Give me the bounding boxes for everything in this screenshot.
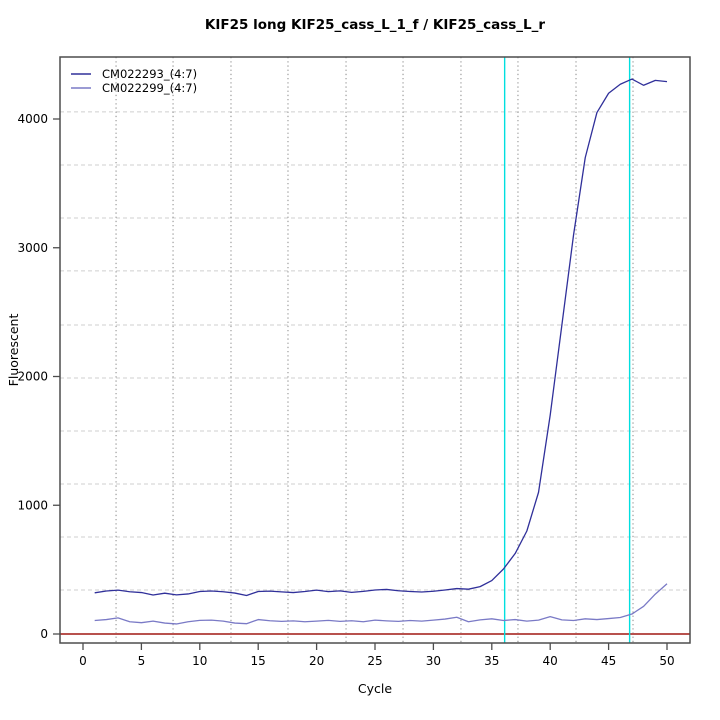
x-tick-label: 45 bbox=[601, 654, 616, 668]
legend-label: CM022299_(4:7) bbox=[102, 81, 197, 95]
ct-marker-lines bbox=[503, 57, 631, 643]
y-tick-label: 1000 bbox=[17, 498, 48, 512]
x-tick-label: 0 bbox=[79, 654, 87, 668]
legend: CM022293_(4:7)CM022299_(4:7) bbox=[71, 67, 197, 95]
x-tick-label: 50 bbox=[659, 654, 674, 668]
x-axis-label: Cycle bbox=[358, 681, 392, 696]
series-line-CM022293_(4:7) bbox=[94, 78, 668, 597]
axis-ticks: 0 5 10 15 20 25 30 35 40 45 50 0 1000 2000 3000 4000 bbox=[17, 112, 674, 668]
x-tick-label: 20 bbox=[309, 654, 324, 668]
x-tick-label: 40 bbox=[543, 654, 558, 668]
y-tick-label: 3000 bbox=[17, 241, 48, 255]
x-tick-label: 30 bbox=[426, 654, 441, 668]
y-tick-label: 0 bbox=[40, 627, 48, 641]
x-tick-label: 35 bbox=[484, 654, 499, 668]
y-tick-label: 2000 bbox=[17, 370, 48, 384]
chart-title: KIF25 long KIF25_cass_L_1_f / KIF25_cass… bbox=[205, 17, 545, 33]
x-tick-label: 10 bbox=[192, 654, 207, 668]
y-axis-label: Fluorescent bbox=[6, 314, 21, 387]
plot-border bbox=[59, 56, 691, 644]
x-tick-label: 15 bbox=[251, 654, 266, 668]
series-curves bbox=[94, 78, 668, 625]
gridlines bbox=[60, 57, 690, 643]
x-tick-label: 25 bbox=[367, 654, 382, 668]
plot-box bbox=[59, 56, 691, 644]
x-tick-label: 5 bbox=[138, 654, 146, 668]
series-line-CM022299_(4:7) bbox=[94, 583, 668, 625]
legend-label: CM022293_(4:7) bbox=[102, 67, 197, 81]
y-tick-label: 4000 bbox=[17, 112, 48, 126]
